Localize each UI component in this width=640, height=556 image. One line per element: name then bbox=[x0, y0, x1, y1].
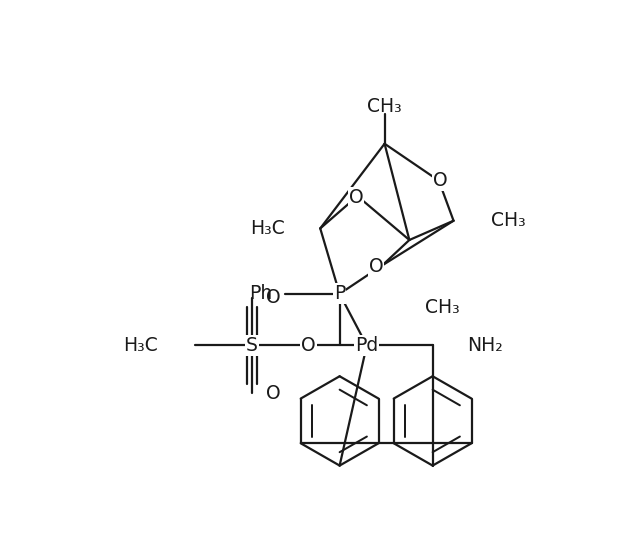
Text: O: O bbox=[266, 288, 280, 307]
Text: O: O bbox=[369, 257, 383, 276]
Text: P: P bbox=[334, 284, 346, 304]
Text: O: O bbox=[433, 171, 448, 190]
Text: CH₃: CH₃ bbox=[425, 297, 460, 317]
Text: O: O bbox=[349, 188, 364, 207]
Text: O: O bbox=[301, 336, 316, 355]
Text: CH₃: CH₃ bbox=[367, 97, 402, 116]
Text: NH₂: NH₂ bbox=[467, 336, 503, 355]
Text: Ph: Ph bbox=[249, 284, 272, 304]
Text: O: O bbox=[266, 384, 280, 403]
Text: H₃C: H₃C bbox=[251, 219, 285, 238]
Text: S: S bbox=[246, 336, 258, 355]
Text: H₃C: H₃C bbox=[123, 336, 157, 355]
Text: Pd: Pd bbox=[355, 336, 378, 355]
Text: CH₃: CH₃ bbox=[491, 211, 525, 230]
